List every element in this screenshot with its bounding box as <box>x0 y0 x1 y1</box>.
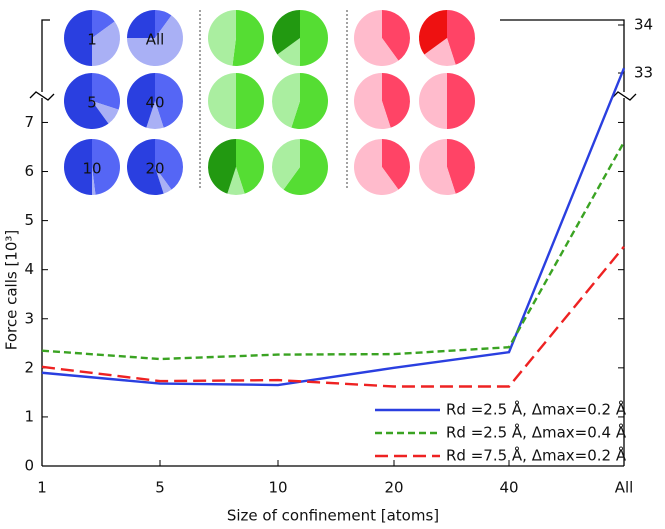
pie-slice <box>447 10 476 65</box>
pie-label: 20 <box>145 160 164 178</box>
pie-slice <box>300 10 328 66</box>
pie-slice <box>127 15 183 67</box>
y-tick-label: 2 <box>24 358 34 376</box>
y2-tick-label: 34 <box>634 16 653 34</box>
pie-slice <box>382 10 410 61</box>
pie-slice <box>419 73 447 129</box>
legend-label: Rd =2.5 Å, Δmax=0.4 Å <box>446 423 627 442</box>
pie-slice <box>155 73 184 128</box>
pie-slice <box>155 167 172 194</box>
x-axis-label: Size of confinement [atoms] <box>227 507 439 525</box>
y-axis-label: Force calls [10³] <box>3 230 21 351</box>
pie-label: 40 <box>145 94 164 112</box>
pie-slice <box>127 139 164 195</box>
right-axis-upper <box>500 19 625 92</box>
pie-slice <box>146 101 164 129</box>
pie-slice <box>92 139 120 195</box>
pie-slice <box>126 73 155 128</box>
pie-slice <box>291 73 328 129</box>
x-tick-label: 20 <box>384 479 403 497</box>
pie-slice <box>447 139 476 194</box>
pie-slice <box>354 139 399 195</box>
pie-slice <box>207 10 236 66</box>
x-tick-label: 40 <box>499 479 518 497</box>
x-tick-label: All <box>615 479 634 497</box>
pie-slice <box>92 10 115 38</box>
pie-slice <box>272 73 300 128</box>
pie-slice <box>419 139 456 195</box>
pie-slice <box>354 10 399 66</box>
data-line <box>41 141 626 361</box>
pie-slice <box>92 73 121 110</box>
pie-slice <box>208 139 236 194</box>
pie-slice <box>382 139 410 190</box>
pie-slice <box>277 38 300 66</box>
y-tick-label: 6 <box>24 162 34 180</box>
pie-slice <box>272 139 300 190</box>
y-tick-label: 5 <box>24 211 34 229</box>
pie-slice <box>382 73 411 128</box>
y-axis-upper <box>41 19 50 92</box>
pie-slice <box>92 101 119 124</box>
axis-break <box>29 91 55 101</box>
y-tick-label: 0 <box>24 457 34 475</box>
pie-slice <box>92 21 120 66</box>
pie-slice <box>92 167 96 195</box>
pie-slice <box>232 10 265 66</box>
axis-break-right <box>611 91 637 101</box>
pie-label: 1 <box>87 31 97 49</box>
pie-label: All <box>146 31 165 49</box>
pie-slice <box>354 73 391 129</box>
pie-label: 10 <box>82 160 101 178</box>
x-tick-label: 5 <box>155 479 165 497</box>
pie-slice <box>424 38 456 66</box>
pie-slice <box>64 139 92 195</box>
y-tick-label: 7 <box>24 113 34 131</box>
legend-label: Rd =2.5 Å, Δmax=0.2 Å <box>446 400 627 419</box>
y-tick-label: 1 <box>24 407 34 425</box>
pie-slice <box>127 10 155 38</box>
y-tick-label: 4 <box>24 260 34 278</box>
pie-slice <box>447 73 475 129</box>
pie-slice <box>227 167 245 195</box>
y2-tick-label: 33 <box>634 64 653 82</box>
data-line <box>41 245 625 388</box>
x-tick-label: 1 <box>37 479 47 497</box>
x-tick-label: 10 <box>268 479 287 497</box>
data-line <box>41 67 626 387</box>
pie-slice <box>155 139 184 190</box>
pie-slice <box>283 139 328 196</box>
pie-slice <box>208 73 236 129</box>
pie-slice <box>155 10 172 38</box>
pie-slice <box>236 73 264 129</box>
legend-label: Rd =7.5 Å, Δmax=0.2 Å <box>446 446 627 465</box>
pie-slice <box>272 10 300 55</box>
pie-slice <box>64 10 92 66</box>
pie-slice <box>236 139 264 194</box>
pie-label: 5 <box>87 94 97 112</box>
pie-slice <box>419 10 447 55</box>
pie-slice <box>64 73 109 129</box>
y-tick-label: 3 <box>24 309 34 327</box>
